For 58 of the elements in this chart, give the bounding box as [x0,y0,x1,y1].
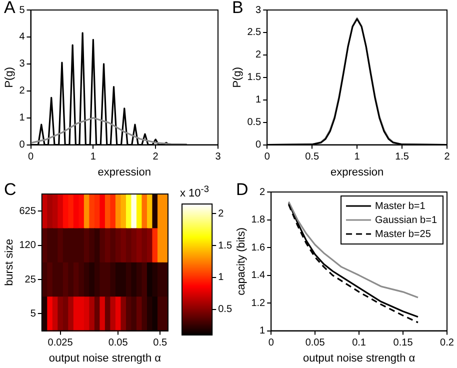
x-tick-label: 0.5 [153,338,168,349]
x-tick-label: 0.5 [305,152,320,163]
x-axis-title: output noise strength α [48,352,162,364]
x-tick-label: 1 [90,152,96,163]
legend-label: Master b=1 [375,200,426,212]
y-axis-title: P(g) [4,67,16,88]
x-tick-label: 1.5 [395,152,410,163]
color-bar-label: 1.5 [218,240,232,252]
x-axis-title: expression [98,166,151,178]
y-tick-label: 1 [19,112,26,124]
x-tick-label: 3 [215,152,222,163]
x-tick-label: 0.2 [440,338,454,349]
y-tick-label: 2 [19,86,26,97]
y-tick-label: 5 [19,4,26,16]
y-tick-label: 25 [24,274,36,286]
y-tick-label: 2 [260,186,266,198]
y-tick-label: 1 [256,94,262,106]
y-axis-title: capacity (bits) [236,227,248,296]
y-tick-label: 0.5 [247,117,262,128]
y-tick-label: 120 [19,240,36,252]
color-bar-label: 1 [218,272,224,284]
y-tick-label: 2.5 [247,27,262,38]
y-tick-label: 0 [19,140,26,151]
x-tick-label: 2 [152,152,159,163]
x-axis-title: output noise strength α [302,352,416,364]
x-tick-label: 2 [444,152,450,163]
color-bar-title: x 10$^{-3}$ [180,184,209,200]
chart-title: A [4,0,16,18]
x-tick-label: 0.1 [352,338,366,349]
color-bar-label: 2 [218,208,224,220]
y-tick-label: 3 [19,58,26,70]
chart-title: D [236,180,248,200]
y-tick-label: 1.6 [251,242,266,254]
y-tick-label: 1 [260,326,266,337]
color-bar-label: 0.5 [218,304,232,316]
y-tick-label: 1.8 [251,214,266,226]
x-tick-label: 0.025 [48,338,74,349]
chart-title: B [232,0,244,18]
x-tick-label: 1 [354,152,360,163]
legend-label: Gaussian b=1 [375,214,438,226]
y-axis-title: burst size [4,238,16,286]
chart-title: C [4,180,16,200]
x-tick-label: 0.15 [393,338,414,349]
y-tick-label: 3 [256,4,262,16]
y-tick-label: 1.4 [251,270,266,282]
legend-label: Master b=25 [375,228,432,240]
y-tick-label: 2 [256,50,262,61]
y-tick-label: 4 [19,32,26,43]
y-tick-label: 1.2 [251,298,266,309]
y-tick-label: 625 [19,206,36,217]
x-axis-title: expression [330,166,384,178]
x-tick-label: 0 [268,338,274,349]
y-tick-label: 5 [30,308,36,320]
y-tick-label: 0 [256,140,262,151]
y-tick-label: 1.5 [247,72,262,84]
y-axis-title: P(g) [232,67,244,88]
x-tick-label: 0.05 [305,338,326,349]
x-tick-label: 0.05 [108,338,128,349]
